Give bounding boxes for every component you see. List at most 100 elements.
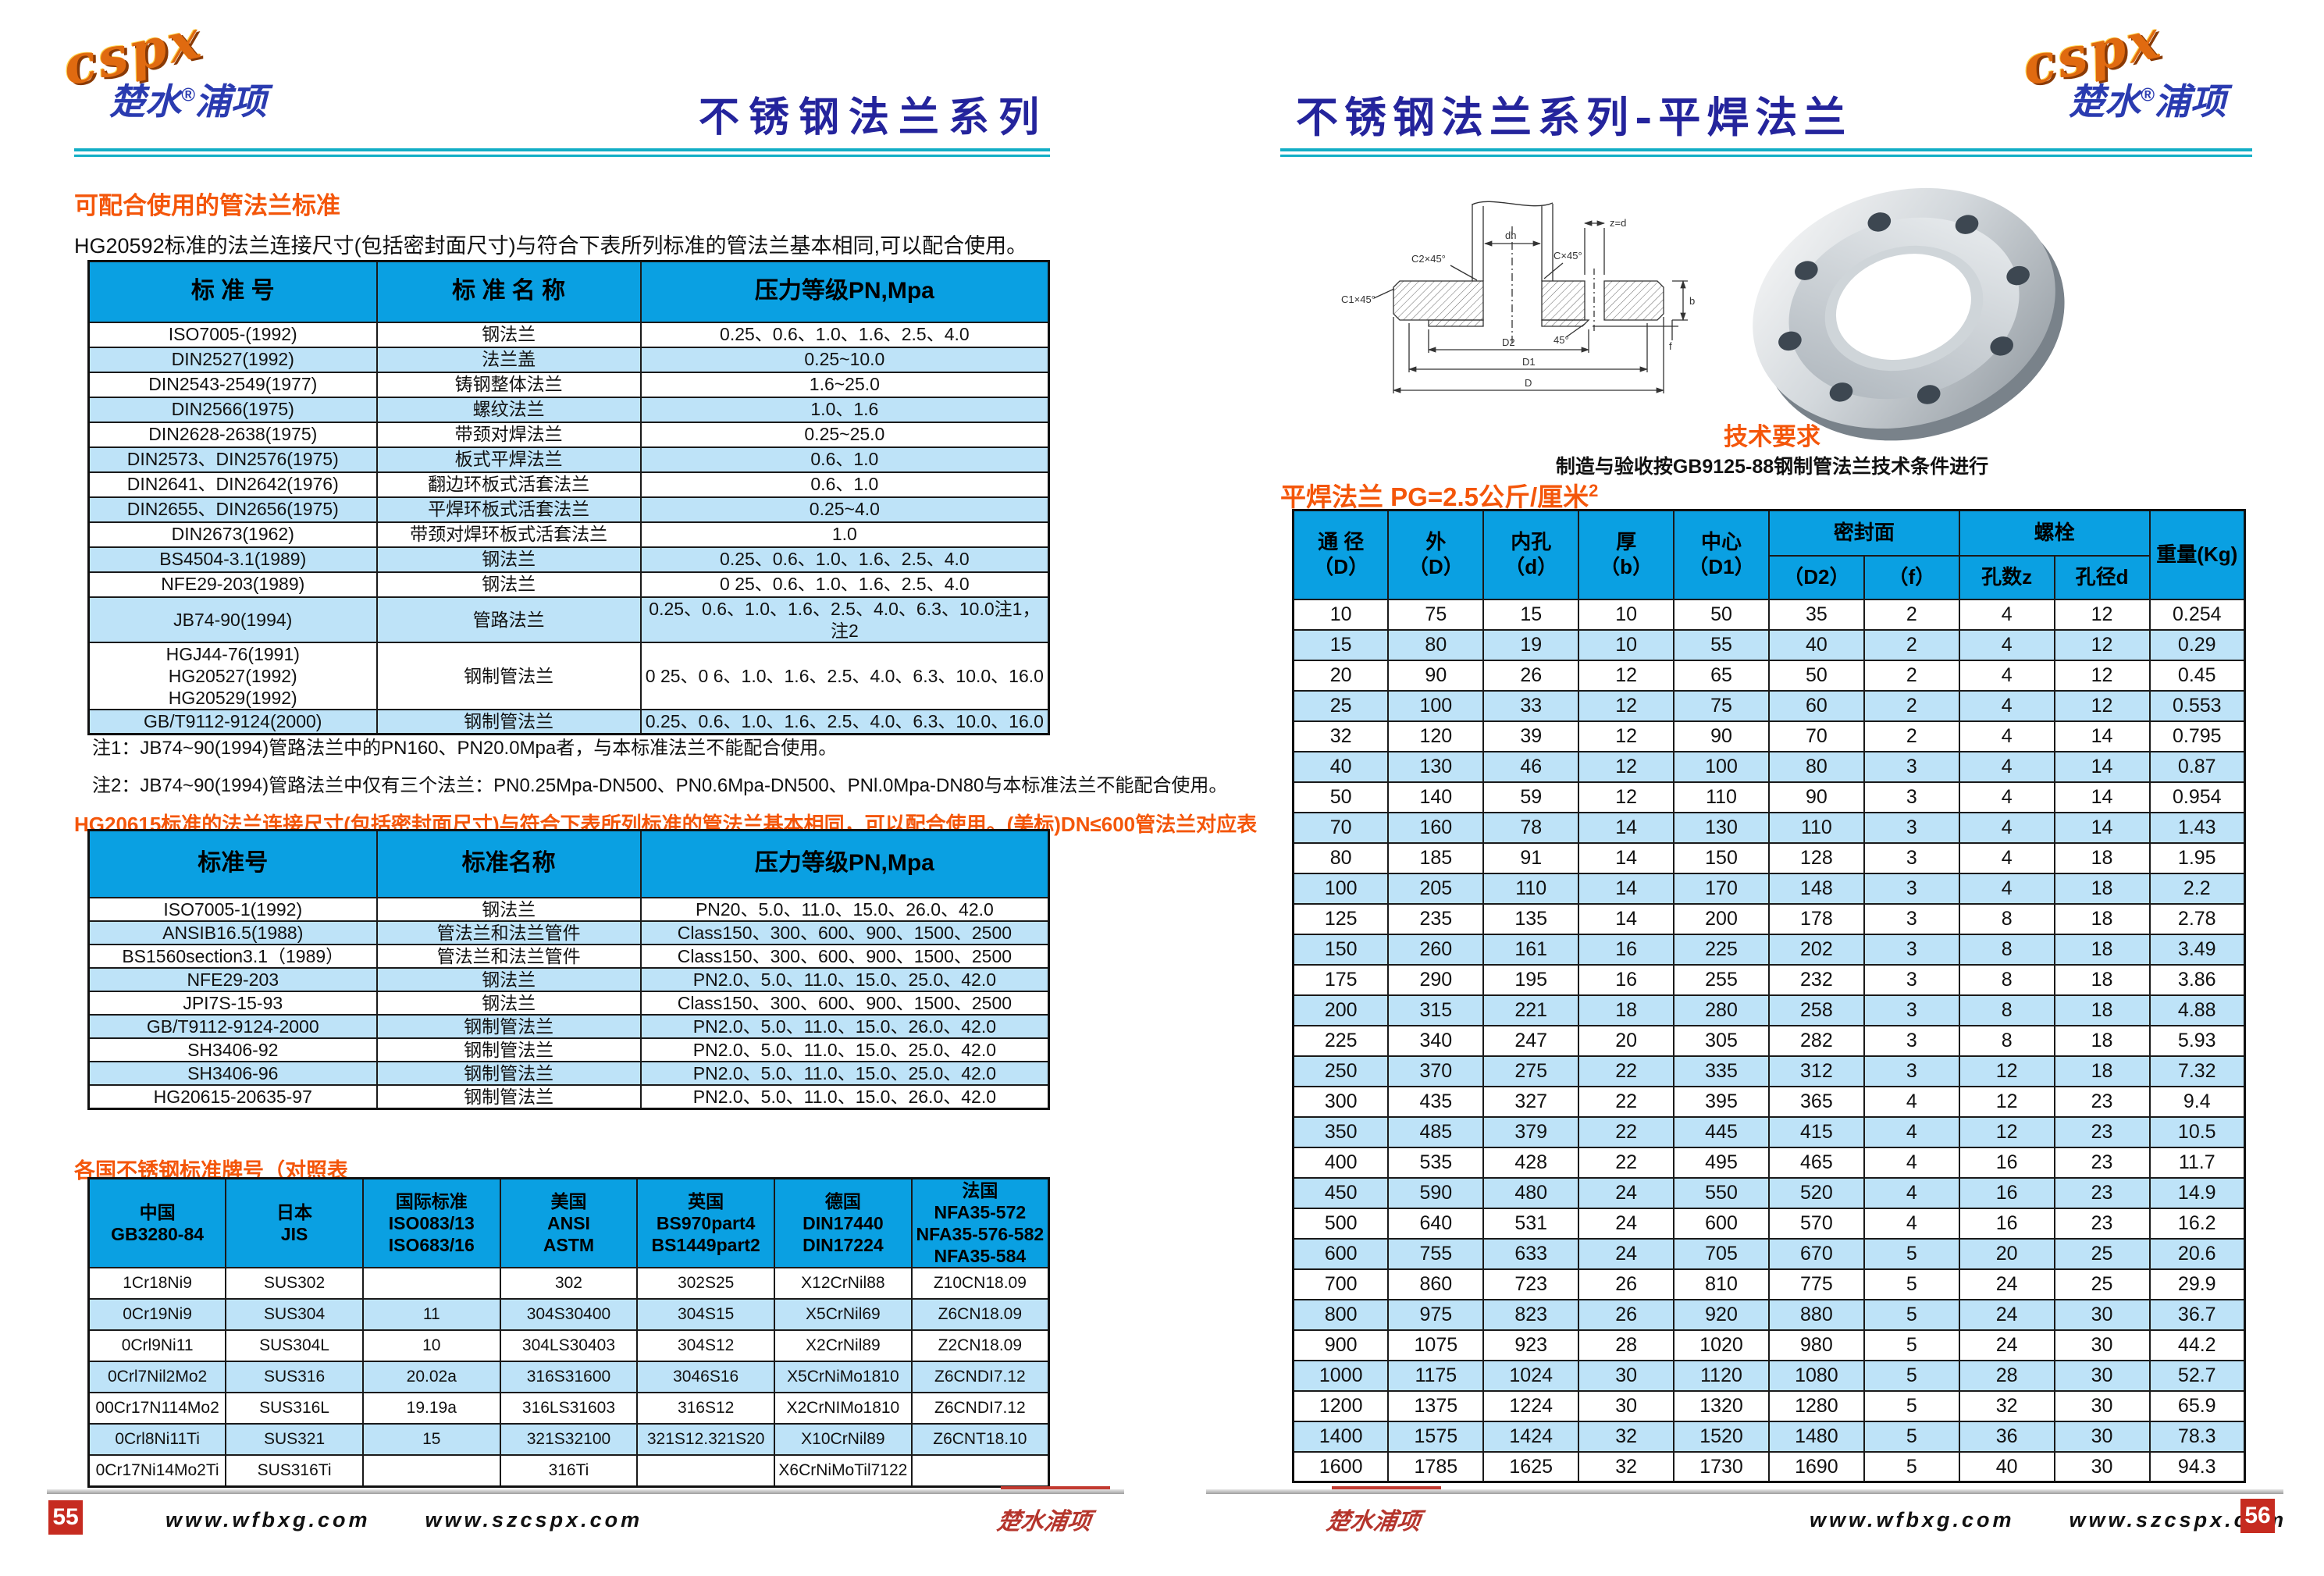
table-cell: 400 [1292, 1146, 1390, 1179]
table-cell: 923 [1482, 1329, 1580, 1361]
table-cell: 1320 [1673, 1389, 1770, 1422]
table-cell: 3 [1863, 1055, 1960, 1087]
table-cell: 0.954 [2148, 781, 2246, 813]
table-cell: 775 [1767, 1268, 1865, 1300]
table-row: 32 120 39 12 90 70 2 4 14 0.795 [1292, 720, 2246, 752]
table-cell: 304S12 [636, 1329, 776, 1363]
table-cell: 535 [1387, 1146, 1485, 1179]
table-cell: 32 [1292, 720, 1390, 752]
table-cell: 钢制管法兰 [375, 1083, 642, 1110]
table-cell: 316S31600 [499, 1361, 639, 1394]
table-cell: PN2.0、5.0、11.0、15.0、26.0、42.0 [639, 1083, 1050, 1110]
table-cell: NFE29-203(1989) [87, 571, 378, 598]
table-cell: 12 [1578, 720, 1675, 752]
table-cell: 14 [1578, 872, 1675, 905]
table-row: 200 315 221 18 280 258 3 8 18 4.88 [1292, 994, 2246, 1026]
header-thickness: 厚 （b） [1578, 509, 1675, 600]
pipe-flange-standards-table: 标 准 号 标 准 名 称 压力等级PN,Mpa ISO7005-(1992) 钢… [87, 260, 1050, 736]
table-row: 70 160 78 14 130 110 3 4 14 1.43 [1292, 811, 2246, 844]
table-cell: 195 [1482, 963, 1580, 996]
table-cell: 12 [1578, 781, 1675, 813]
table-cell: 12 [1578, 659, 1675, 692]
table-cell: 5 [1863, 1420, 1960, 1453]
footer-url-2: www.szcspx.com [425, 1508, 643, 1532]
table-cell: 钢法兰 [375, 321, 642, 348]
table-cell: 18 [2053, 872, 2151, 905]
table-cell: 55 [1673, 628, 1770, 661]
table-cell: SH3406-92 [87, 1037, 378, 1062]
table-cell: BS4504-3.1(1989) [87, 546, 378, 573]
dim-label-zd: z=d [1610, 217, 1626, 229]
table-row: DIN2673(1962) 带颈对焊环板式活套法兰 1.0 [87, 521, 1050, 548]
table-cell: 1690 [1767, 1450, 1865, 1483]
table-cell: 4 [1958, 841, 2055, 874]
table-cell: 46 [1482, 750, 1580, 783]
table-cell: 225 [1673, 933, 1770, 966]
table-cell: 钢制管法兰 [375, 1013, 642, 1039]
table-cell: 150 [1292, 933, 1390, 966]
table-cell: 280 [1673, 994, 1770, 1026]
table-cell: 4 [1958, 598, 2055, 631]
table-cell: 钢法兰 [375, 571, 642, 598]
table-cell: 44.2 [2148, 1329, 2246, 1361]
table-cell [636, 1454, 776, 1488]
table-cell: 70 [1767, 720, 1865, 752]
table-cell: 247 [1482, 1024, 1580, 1057]
table-cell: 78.3 [2148, 1420, 2246, 1453]
table-cell: 10 [1578, 598, 1675, 631]
table-cell: GB/T9112-9124-2000 [87, 1013, 378, 1039]
table-cell: 305 [1673, 1024, 1770, 1057]
table-cell: 5.93 [2148, 1024, 2246, 1057]
table-cell: 495 [1673, 1146, 1770, 1179]
footer-red-tick-right [1332, 1486, 1441, 1489]
table-cell: 705 [1673, 1237, 1770, 1270]
flange-table-body: 10 75 15 10 50 35 2 4 12 0.254 15 80 19 10 55 40 2 4 12 0.2… [1292, 598, 2246, 1483]
table-row: 1600 1785 1625 32 1730 1690 5 40 30 94.3 [1292, 1450, 2246, 1483]
table-row: 1200 1375 1224 30 1320 1280 5 32 30 65.9 [1292, 1389, 2246, 1422]
table-cell: 25 [1292, 689, 1390, 722]
flange-heading-text: 平焊法兰 PG=2.5公斤/厘米 [1280, 482, 1589, 511]
table-cell: 205 [1387, 872, 1485, 905]
table-row: 100 205 110 14 170 148 3 4 18 2.2 [1292, 872, 2246, 905]
footer-url-1: www.wfbxg.com [1810, 1508, 2015, 1532]
table-cell: 80 [1292, 841, 1390, 874]
table-cell: 200 [1292, 994, 1390, 1026]
table-cell: X10CrNil89 [774, 1423, 913, 1457]
header-bolt-circle: 中心 （D1） [1673, 509, 1770, 600]
table-cell: 4 [1958, 750, 2055, 783]
table-cell: 3.49 [2148, 933, 2246, 966]
table-cell: 304LS30403 [499, 1329, 639, 1363]
table-cell: GB/T9112-9124(2000) [87, 708, 378, 735]
table-cell: 312 [1767, 1055, 1865, 1087]
table-cell: 880 [1767, 1298, 1865, 1331]
table-cell: 900 [1292, 1329, 1390, 1361]
table-cell: 0.25、0.6、1.0、1.6、2.5、4.0、6.3、10.0、16.0 [639, 708, 1050, 735]
table-cell: 8 [1958, 1024, 2055, 1057]
table-cell: 23 [2053, 1207, 2151, 1240]
tech-requirements-heading: 技术要求 [1724, 423, 1820, 450]
table-cell: 16 [1578, 933, 1675, 966]
table-row: 50 140 59 12 110 90 3 4 14 0.954 [1292, 781, 2246, 813]
table-cell: 30 [2053, 1329, 2151, 1361]
dim-label-b: b [1689, 295, 1695, 307]
table-cell: 25 [2053, 1237, 2151, 1270]
table-cell [361, 1267, 501, 1300]
header-outer-diameter: 外 （D） [1387, 509, 1485, 600]
table-cell: 20 [1292, 659, 1390, 692]
table2-header-standard-no: 标准号 [87, 829, 378, 898]
table-row: 10 75 15 10 50 35 2 4 12 0.254 [1292, 598, 2246, 631]
dim-label-d1: D1 [1522, 356, 1536, 368]
table-cell: 9.4 [2148, 1085, 2246, 1118]
table-cell: 12 [1578, 689, 1675, 722]
table-cell: Class150、300、600、900、1500、2500 [639, 990, 1050, 1016]
table-cell: 302S25 [636, 1267, 776, 1300]
table-row: 25 100 33 12 75 60 2 4 12 0.553 [1292, 689, 2246, 722]
table-cell: 170 [1673, 872, 1770, 905]
table3-header-iso: 国际标准 ISO083/13 ISO683/16 [361, 1177, 501, 1269]
table-cell: 3 [1863, 872, 1960, 905]
table-cell: 14 [2053, 811, 2151, 844]
brand-cn-right: 浦项 [2154, 81, 2226, 122]
table-cell: 135 [1482, 902, 1580, 935]
teal-rule-right [1280, 148, 2252, 157]
table-cell: 445 [1673, 1115, 1770, 1148]
